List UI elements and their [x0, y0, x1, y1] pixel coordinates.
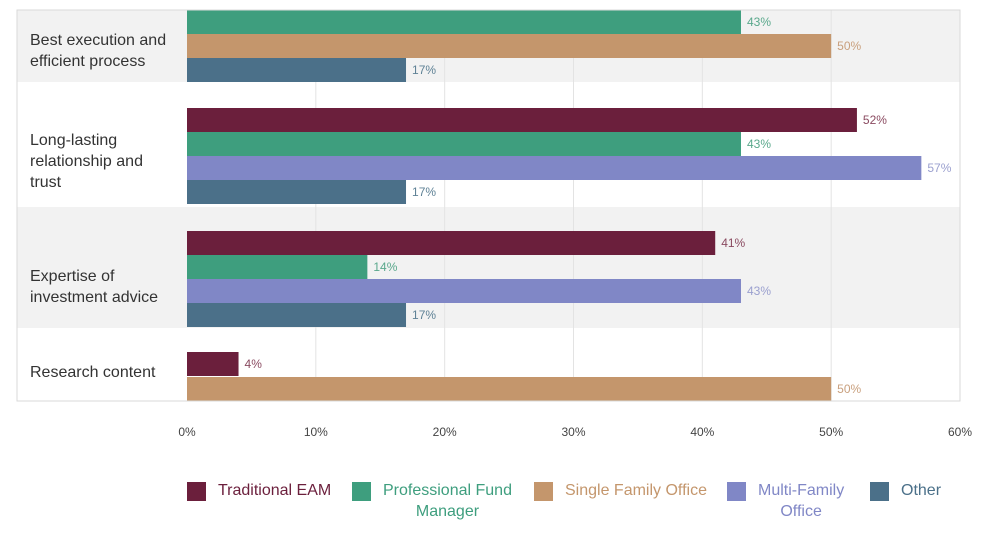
data-label: 41% — [721, 236, 745, 250]
bar — [187, 279, 741, 303]
bar — [187, 156, 922, 180]
legend-label: Multi-Family Office — [758, 482, 845, 520]
category-label: Best execution and efficient process — [30, 32, 167, 70]
data-label: 17% — [412, 185, 436, 199]
x-tick-label: 0% — [178, 425, 196, 439]
legend-item: Single Family Office — [534, 480, 707, 501]
data-label: 43% — [747, 137, 771, 151]
bar — [187, 180, 407, 204]
data-label: 50% — [837, 39, 861, 53]
category-label: Long-lasting relationship and trust — [30, 132, 143, 191]
bar — [187, 108, 857, 132]
category-band — [17, 207, 960, 328]
legend: Traditional EAM Professional Fund Manager… — [0, 480, 1000, 530]
legend-item: Other — [870, 480, 941, 501]
legend-swatch — [870, 482, 889, 501]
data-label: 57% — [927, 161, 951, 175]
x-tick-label: 30% — [561, 425, 585, 439]
legend-item: Traditional EAM — [187, 480, 331, 501]
data-label: 50% — [837, 382, 861, 396]
x-tick-label: 40% — [690, 425, 714, 439]
legend-item: Professional Fund Manager — [352, 480, 512, 522]
x-axis-ticks: 0% 10% 20% 30% 40% 50% 60% — [178, 425, 972, 439]
category-label: Research content — [30, 364, 156, 381]
bar — [187, 231, 716, 255]
x-tick-label: 10% — [304, 425, 328, 439]
x-tick-label: 60% — [948, 425, 972, 439]
legend-swatch — [187, 482, 206, 501]
data-label: 43% — [747, 284, 771, 298]
bars — [187, 10, 922, 401]
bar — [187, 303, 407, 327]
bar — [187, 10, 741, 34]
legend-label: Single Family Office — [565, 482, 707, 499]
legend-item: Multi-Family Office — [727, 480, 844, 522]
legend-label: Traditional EAM — [218, 482, 332, 499]
bar — [187, 255, 368, 279]
x-tick-label: 20% — [433, 425, 457, 439]
data-label: 4% — [245, 357, 263, 371]
data-label: 17% — [412, 308, 436, 322]
bar — [187, 58, 407, 82]
data-label: 43% — [747, 15, 771, 29]
plot-frame — [16, 9, 961, 402]
bar — [187, 34, 832, 58]
data-label: 52% — [863, 113, 887, 127]
bar — [187, 377, 832, 401]
data-label: 17% — [412, 63, 436, 77]
grid-lines — [315, 10, 832, 401]
value-labels: 43% 50% 17% 52% 43% 57% 17% 41% 14% 43% 17% 4% 50% — [245, 15, 952, 396]
legend-swatch — [727, 482, 746, 501]
data-label: 14% — [373, 260, 397, 274]
bar — [187, 132, 741, 156]
legend-label: Other — [901, 482, 942, 499]
bar — [187, 352, 239, 376]
category-label: Expertise of investment advice — [30, 268, 159, 306]
legend-label: Professional Fund Manager — [383, 482, 512, 520]
x-tick-label: 50% — [819, 425, 843, 439]
legend-swatch — [534, 482, 553, 501]
legend-swatch — [352, 482, 371, 501]
